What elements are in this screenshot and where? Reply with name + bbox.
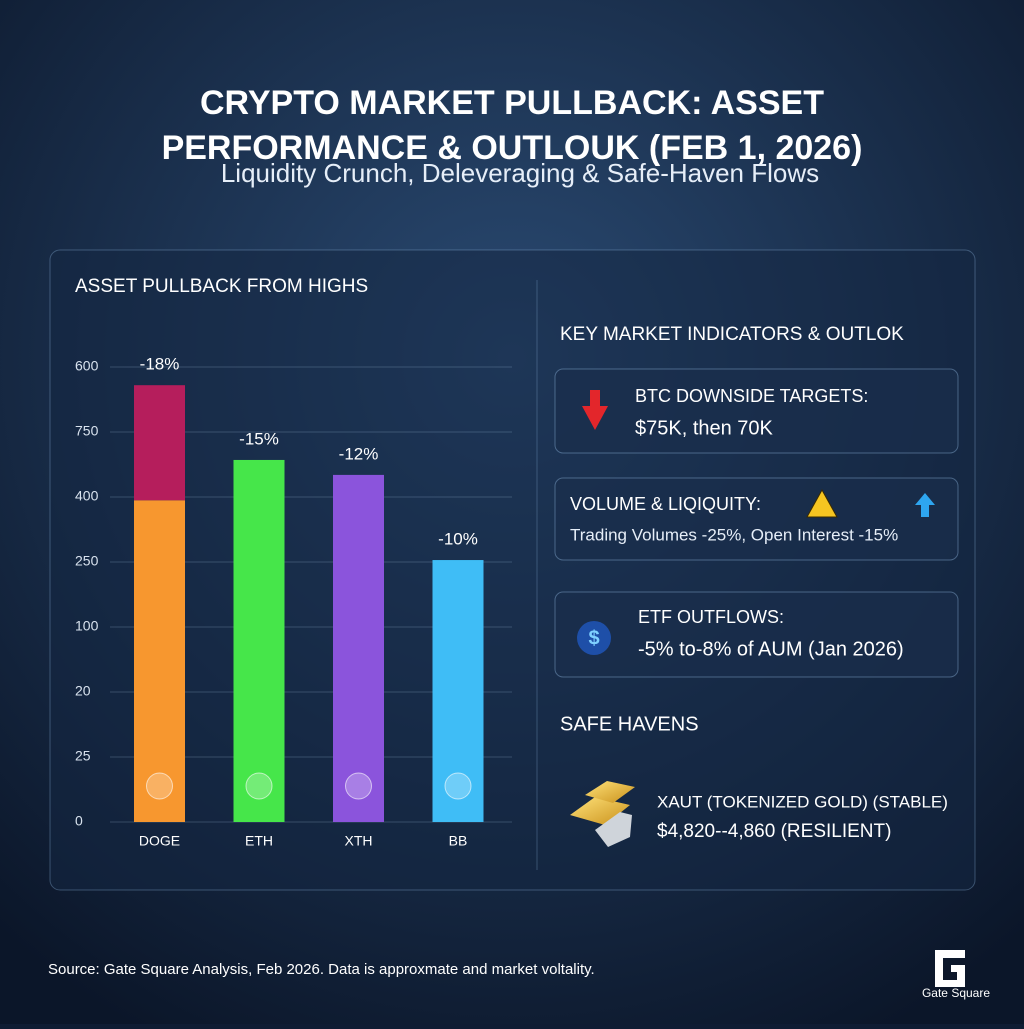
card: $ ETF OUTFLOWS: -5% to-8% of AUM (Jan 20… (554, 591, 959, 678)
card-heading: ETF OUTFLOWS: (638, 607, 784, 627)
dollar-icon (577, 621, 611, 655)
bar-segment (134, 385, 185, 501)
bar-segment (233, 459, 285, 822)
card-text: $75K, then 70K (635, 417, 774, 439)
footer: Source: Gate Square Analysis, Feb 2026. … (48, 961, 595, 978)
section-title: KEY MARKET INDICATORS & OUTLOK (560, 324, 904, 345)
title-line: CRYPTO MARKET PULLBACK: ASSET (200, 84, 824, 122)
chart-title: ASSET PULLBACK FROM HIGHS (75, 276, 368, 297)
warning-icon (806, 488, 838, 518)
gold-icon (570, 781, 635, 847)
bar-label: -15% (239, 429, 279, 448)
card-heading: BTC DOWNSIDE TARGETS: (635, 386, 868, 406)
y-tick-label: 20 (75, 683, 91, 699)
bar-segment (134, 500, 185, 822)
bar-label: -12% (339, 444, 379, 463)
bar-label: -10% (438, 530, 478, 549)
card: BTC DOWNSIDE TARGETS: $75K, then 70K (554, 368, 959, 454)
up-arrow-icon (915, 493, 935, 517)
y-tick-label: 400 (75, 488, 99, 504)
card: VOLUME & LIQIQUITY: Trading Volumes -25%… (554, 477, 959, 561)
bar-segment (333, 474, 384, 822)
brand-logo (935, 950, 965, 987)
brand-name: Gate Square (922, 986, 990, 1000)
y-tick-label: 25 (75, 748, 91, 764)
x-tick-label: BB (449, 833, 468, 849)
subtitle: Liquidity Crunch, Deleveraging & Safe-Ha… (221, 158, 819, 188)
bar-segment (432, 560, 484, 822)
title-line: PERFORMANCE & OUTLOUK (FEB 1, 2026) (162, 129, 863, 167)
x-tick-label: DOGE (139, 833, 180, 849)
down-arrow-icon (582, 390, 608, 430)
section-title: SAFE HAVENS (560, 713, 699, 735)
y-tick-label: 250 (75, 553, 99, 569)
coin-icon (444, 772, 472, 800)
haven-line: $4,820--4,860 (RESILIENT) (657, 821, 891, 842)
card-text: Trading Volumes -25%, Open Interest -15% (570, 525, 898, 544)
y-tick-label: 750 (75, 423, 99, 439)
silver-bar (595, 812, 632, 847)
card-box (554, 368, 959, 454)
y-tick-label: 600 (75, 358, 99, 374)
coin-icon (245, 772, 273, 800)
card-heading: VOLUME & LIQIQUITY: (570, 494, 761, 514)
gold-bar (585, 781, 635, 803)
card-box (554, 477, 959, 561)
coin-icon (345, 772, 372, 800)
gold-bar (570, 797, 630, 825)
card-text: -5% to-8% of AUM (Jan 2026) (638, 638, 904, 660)
coin-icon (146, 772, 173, 800)
y-tick-label: 100 (75, 618, 99, 634)
bar-label: -18% (140, 355, 180, 374)
haven-line: XAUT (TOKENIZED GOLD) (STABLE) (657, 792, 948, 811)
x-tick-label: XTH (345, 833, 373, 849)
card-box (554, 591, 959, 678)
y-tick-label: 0 (75, 813, 83, 829)
x-tick-label: ETH (245, 833, 273, 849)
dollar-glyph: $ (588, 627, 599, 649)
